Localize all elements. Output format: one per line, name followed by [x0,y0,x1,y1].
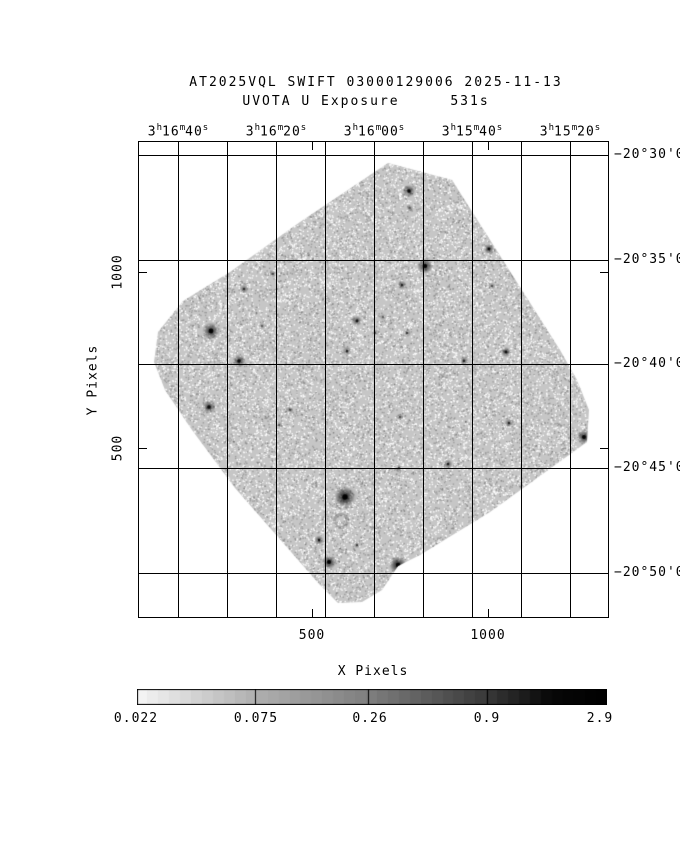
colorbar-tick-label: 0.9 [474,711,500,726]
x-axis-tick-label: 500 [299,628,325,643]
colorbar-canvas [137,689,607,705]
exposure-image-canvas [138,141,609,618]
colorbar-tick-label: 0.075 [234,711,278,726]
colorbar-tick-label: 2.9 [587,711,613,726]
x-axis-tick-label: 1000 [470,628,505,643]
dec-tick-label: −20°35'0 [614,252,680,267]
astro-exposure-figure: AT2025VQL SWIFT 03000129006 2025-11-13 U… [0,0,680,850]
exposure-time-label: 531s [450,94,489,109]
ra-tick-label: 3h16m40s [148,121,208,139]
dec-tick-label: −20°45'0 [614,460,680,475]
y-axis-tick-label: 500 [111,435,126,461]
dec-tick-label: −20°30'0 [614,147,680,162]
figure-subtitle: UVOTA U Exposure [242,94,399,109]
colorbar-tick-label: 0.022 [114,711,158,726]
ra-tick-label: 3h16m20s [246,121,306,139]
figure-title: AT2025VQL SWIFT 03000129006 2025-11-13 [189,75,562,90]
y-axis-title: Y Pixels [86,345,101,416]
dec-tick-label: −20°50'0 [614,565,680,580]
dec-tick-label: −20°40'0 [614,356,680,371]
x-axis-title: X Pixels [338,664,409,679]
ra-tick-label: 3h15m40s [442,121,502,139]
ra-tick-label: 3h15m20s [540,121,600,139]
ra-tick-label: 3h16m00s [344,121,404,139]
colorbar-tick-label: 0.26 [352,711,387,726]
y-axis-tick-label: 1000 [111,254,126,289]
